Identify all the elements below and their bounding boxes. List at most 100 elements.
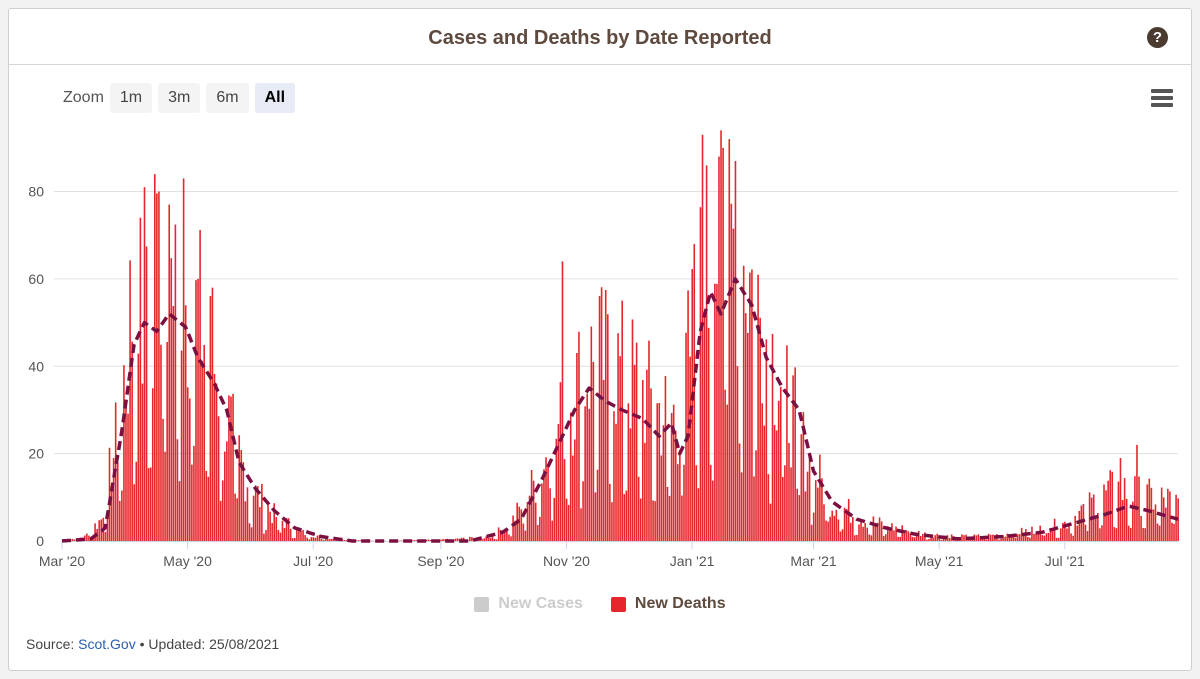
zoom-3m-button[interactable]: 3m xyxy=(158,83,201,113)
death-bar xyxy=(1031,526,1033,541)
death-bar xyxy=(429,539,432,541)
death-bar xyxy=(631,319,634,541)
legend-item-new-cases[interactable]: New Cases xyxy=(474,595,583,613)
death-bar xyxy=(86,533,88,541)
death-bar xyxy=(658,402,661,541)
death-bar xyxy=(792,375,794,541)
death-bar xyxy=(298,529,300,541)
death-bar xyxy=(786,345,788,541)
death-bar xyxy=(565,498,568,541)
death-bar xyxy=(512,515,514,541)
chart-title: Cases and Deaths by Date Reported xyxy=(428,27,772,49)
death-bar xyxy=(812,512,815,541)
death-bar xyxy=(790,467,792,541)
death-bar xyxy=(1171,522,1173,541)
death-bar xyxy=(734,160,737,541)
death-bar xyxy=(291,538,294,541)
death-bar xyxy=(263,533,265,541)
death-bar xyxy=(201,360,203,541)
death-bar xyxy=(551,520,553,541)
death-bar xyxy=(578,331,580,541)
death-bar xyxy=(588,408,591,541)
death-bar xyxy=(306,537,308,541)
death-bar xyxy=(782,476,784,541)
death-bar xyxy=(456,538,459,541)
death-bar xyxy=(1152,509,1155,541)
death-bar xyxy=(983,538,986,541)
death-bar xyxy=(215,383,218,541)
death-bar xyxy=(1037,534,1039,541)
hamburger-menu-icon[interactable] xyxy=(1151,89,1173,107)
death-bar xyxy=(1119,458,1122,541)
death-bar xyxy=(1115,528,1118,541)
death-bar xyxy=(625,490,628,541)
death-bar xyxy=(318,534,321,541)
death-bar xyxy=(664,376,667,541)
death-bar xyxy=(1006,533,1009,541)
help-icon[interactable]: ? xyxy=(1147,27,1168,48)
death-bar xyxy=(582,481,584,541)
death-bar xyxy=(825,520,827,541)
death-bar xyxy=(687,290,689,541)
death-bar xyxy=(637,476,640,541)
death-bar xyxy=(1047,532,1050,541)
death-bar xyxy=(911,536,914,541)
death-bar xyxy=(166,341,168,541)
death-bar xyxy=(854,535,856,541)
death-bar xyxy=(139,217,142,541)
death-bar xyxy=(767,474,770,541)
death-bar xyxy=(714,283,716,541)
death-bar xyxy=(1033,533,1035,541)
death-bar xyxy=(135,461,138,541)
death-bar xyxy=(553,497,556,541)
death-bar xyxy=(1121,499,1124,541)
death-bar xyxy=(611,502,613,541)
x-tick-label: Jul '20 xyxy=(293,553,333,569)
zoom-all-button[interactable]: All xyxy=(254,83,296,113)
death-bar xyxy=(518,506,521,541)
death-bar xyxy=(483,538,486,541)
y-tick-label: 40 xyxy=(28,358,44,374)
death-bar xyxy=(779,386,782,541)
death-bar xyxy=(191,464,193,541)
death-bar xyxy=(1123,478,1126,541)
death-bar xyxy=(125,407,127,541)
death-bar xyxy=(283,528,286,541)
death-bar xyxy=(641,380,644,541)
death-bar xyxy=(118,500,121,541)
death-bar xyxy=(1111,471,1114,541)
source-updated: Updated: 25/08/2021 xyxy=(148,636,280,652)
death-bar xyxy=(182,178,185,541)
death-bar xyxy=(1043,535,1046,541)
death-bar xyxy=(621,300,624,541)
death-bar xyxy=(289,528,292,541)
death-bar xyxy=(1142,527,1144,541)
source-separator: • xyxy=(139,636,145,652)
death-bar xyxy=(919,535,922,541)
death-bar xyxy=(804,491,807,541)
death-bar xyxy=(864,522,866,541)
death-bar xyxy=(504,528,506,541)
zoom-1m-button[interactable]: 1m xyxy=(109,83,153,113)
zoom-6m-button[interactable]: 6m xyxy=(206,83,249,113)
death-bar xyxy=(563,459,566,541)
death-bar xyxy=(1080,505,1083,541)
death-bar xyxy=(170,258,173,541)
death-bar xyxy=(88,535,90,541)
death-bar xyxy=(629,428,632,541)
death-bar xyxy=(1051,528,1054,541)
death-bar xyxy=(123,365,125,541)
death-bar xyxy=(893,530,895,541)
death-bar xyxy=(652,500,654,541)
death-bar xyxy=(193,445,195,541)
death-bar xyxy=(129,260,131,541)
death-bar xyxy=(1004,536,1006,541)
source-link[interactable]: Scot.Gov xyxy=(78,636,136,652)
x-tick-label: Mar '20 xyxy=(39,553,85,569)
legend-item-new-deaths[interactable]: New Deaths xyxy=(610,595,726,613)
death-bar xyxy=(209,295,212,541)
death-bar xyxy=(862,526,864,541)
death-bar xyxy=(800,434,803,541)
death-bar xyxy=(948,537,951,541)
death-bar xyxy=(635,342,638,541)
